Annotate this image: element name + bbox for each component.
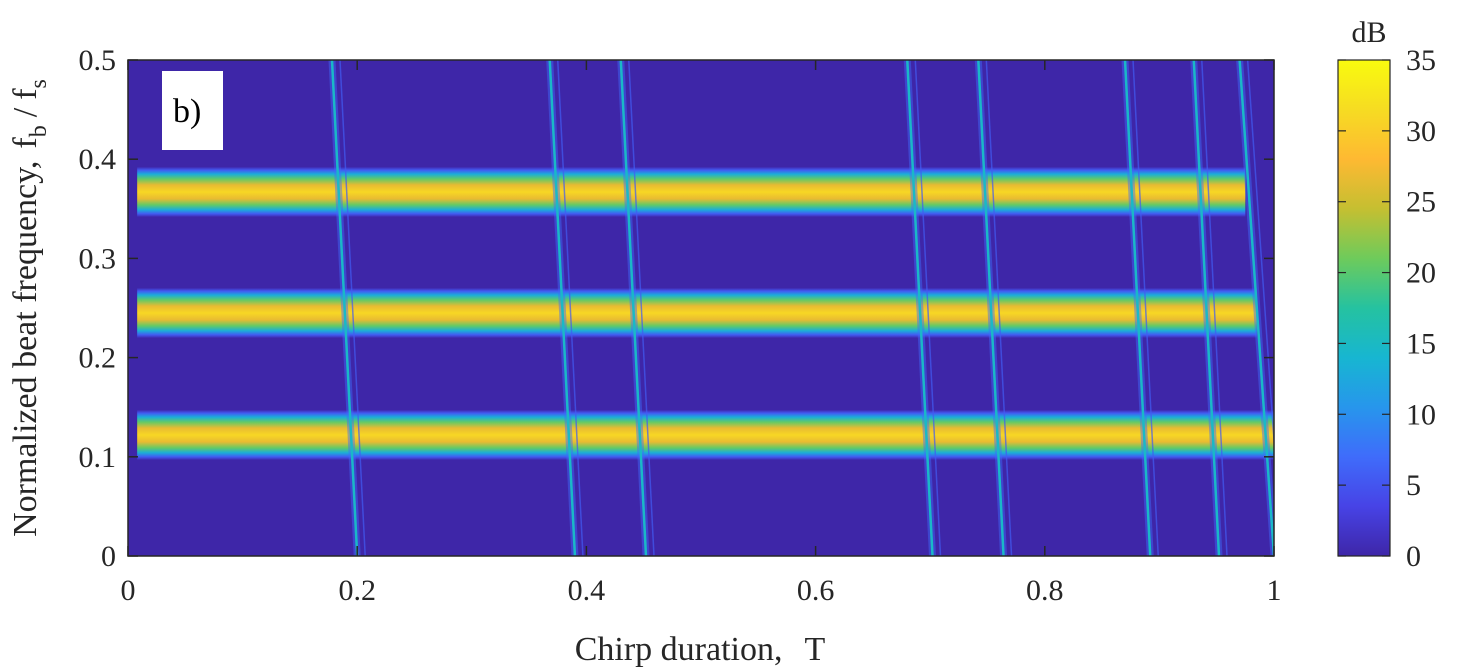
beat-frequency-bands — [137, 167, 1274, 460]
sweep-5-ghost — [985, 60, 1013, 556]
colorbar-tick-label-2: 10 — [1406, 398, 1436, 431]
x-tick-label-0: 0 — [121, 574, 136, 607]
y-axis-ticks: 0 0.1 0.2 0.3 0.4 0.5 — [79, 44, 1274, 573]
sweep-6-ghost — [1132, 60, 1159, 556]
sweep-3 — [619, 60, 648, 556]
sweep-6 — [1123, 60, 1152, 556]
colorbar-tick-label-7: 35 — [1406, 44, 1436, 77]
y-tick-label-0: 0 — [101, 540, 116, 573]
interference-sweeps — [328, 60, 1274, 556]
y-tick-label-2: 0.2 — [79, 342, 117, 375]
band-3 — [137, 410, 1274, 460]
sweep-4 — [906, 60, 934, 556]
sweep-1-ghost — [339, 60, 366, 556]
band-2 — [137, 288, 1257, 338]
y-tick-label-3: 0.3 — [79, 242, 117, 275]
colorbar-tick-label-1: 5 — [1406, 469, 1421, 502]
x-axis-title: Chirp duration, T — [575, 631, 826, 668]
plot-area: 0 0.2 0.4 0.6 0.8 1 0 0.1 0.2 0.3 0.4 0.5 — [79, 44, 1282, 607]
colorbar-tick-label-4: 20 — [1406, 257, 1436, 290]
panel-label-box — [162, 71, 223, 150]
x-axis-ticks: 0 0.2 0.4 0.6 0.8 1 — [121, 60, 1282, 607]
colorbar-tick-label-5: 25 — [1406, 186, 1436, 219]
sweep-3-ghost — [628, 60, 655, 556]
y-axis-title: Normalized beat frequency,fb/fs — [7, 79, 52, 537]
y-tick-label-4: 0.4 — [79, 143, 117, 176]
x-tick-label-2: 0.4 — [568, 574, 606, 607]
sweep-4-ghost — [914, 60, 942, 556]
y-tick-label-1: 0.1 — [79, 441, 117, 474]
colorbar-ticks: 0 5 10 15 20 25 30 35 — [1338, 44, 1436, 573]
colorbar-tick-label-3: 15 — [1406, 327, 1436, 360]
panel-label: b) — [162, 71, 223, 150]
sweep-5 — [977, 60, 1005, 556]
panel-label-text: b) — [173, 93, 201, 130]
band-1 — [137, 167, 1246, 217]
x-tick-label-5: 1 — [1267, 574, 1282, 607]
plot-frame — [127, 59, 1275, 557]
colorbar-title: dB — [1351, 16, 1386, 49]
sweep-7-ghost — [1201, 60, 1228, 556]
colorbar: dB 0 5 10 15 20 25 30 35 — [1337, 16, 1436, 573]
sweep-8 — [1238, 60, 1274, 556]
sweep-8-ghost — [1246, 60, 1274, 452]
x-tick-label-1: 0.2 — [338, 574, 376, 607]
sweep-2 — [548, 60, 577, 556]
y-tick-label-5: 0.5 — [79, 44, 117, 77]
colorbar-tick-label-6: 30 — [1406, 115, 1436, 148]
x-tick-label-3: 0.6 — [797, 574, 835, 607]
x-tick-label-4: 0.8 — [1026, 574, 1064, 607]
sweep-2-ghost — [556, 60, 584, 556]
colorbar-gradient — [1337, 59, 1391, 557]
colorbar-tick-label-0: 0 — [1406, 540, 1421, 573]
sweep-1 — [330, 60, 359, 556]
sweep-7 — [1192, 60, 1221, 556]
